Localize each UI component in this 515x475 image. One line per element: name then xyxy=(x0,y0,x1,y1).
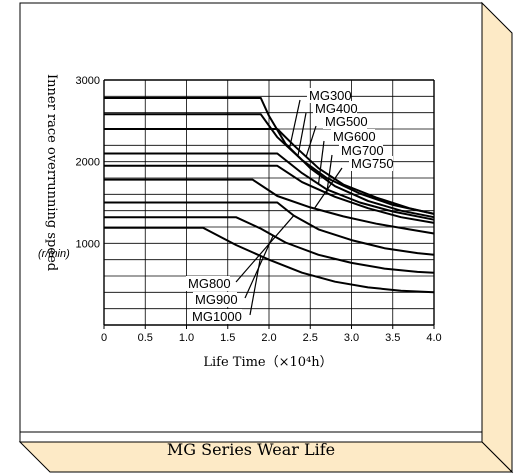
leader-line-mg500 xyxy=(305,125,317,157)
chart-leader-lines xyxy=(235,99,343,316)
series-line-mg750 xyxy=(104,178,435,235)
x-tick-label: 1.0 xyxy=(179,332,194,344)
x-tick-label: 1.5 xyxy=(220,332,235,344)
x-tick-label: 3.0 xyxy=(344,332,359,344)
label-backdrop-mg900 xyxy=(193,292,237,307)
x-tick-label: 0.5 xyxy=(138,332,153,344)
leader-line-mg800 xyxy=(235,215,295,283)
series-label-mg300: MG300 xyxy=(309,88,352,103)
label-backdrop-mg500 xyxy=(323,114,367,129)
leader-line-mg400 xyxy=(297,112,307,157)
leader-line-mg1000 xyxy=(249,255,262,316)
series-label-mg500: MG500 xyxy=(325,114,368,129)
series-label-mg900: MG900 xyxy=(195,292,238,307)
x-tick-label: 4.0 xyxy=(426,332,441,344)
y-tick-label: 1000 xyxy=(76,238,100,250)
series-line-mg800 xyxy=(104,201,435,256)
leader-line-mg700 xyxy=(326,154,333,194)
label-backdrop-mg800 xyxy=(186,276,230,291)
series-line-mg400 xyxy=(104,113,435,215)
label-backdrop-mg750 xyxy=(349,156,393,171)
chart-series xyxy=(104,97,435,294)
x-tick-label: 3.5 xyxy=(385,332,400,344)
series-line-mg300 xyxy=(104,97,435,219)
series-label-mg1000: MG1000 xyxy=(192,309,242,324)
series-label-mg400: MG400 xyxy=(315,101,358,116)
x-tick-label: 2.0 xyxy=(261,332,276,344)
x-tick-labels: 0 0.5 1.0 1.5 2.0 2.5 3.0 3.5 4.0 xyxy=(101,332,442,344)
label-backdrop-mg300 xyxy=(307,88,351,103)
label-backdrop-mg700 xyxy=(339,143,383,158)
series-line-mg1000 xyxy=(104,226,435,294)
series-label-mg700: MG700 xyxy=(341,143,384,158)
x-tick-label: 0 xyxy=(101,332,107,344)
series-label-mg750: MG750 xyxy=(351,156,394,171)
series-label-mg600: MG600 xyxy=(333,129,376,144)
series-line-mg700 xyxy=(104,164,435,224)
panel-front-face xyxy=(19,2,483,443)
y-axis-label: Inner race overrunning speed xyxy=(44,74,59,271)
label-backdrop-mg1000 xyxy=(190,309,242,324)
series-line-mg900 xyxy=(104,216,435,274)
y-tick-label: 2000 xyxy=(76,157,100,169)
leader-line-mg600 xyxy=(317,140,325,185)
series-line-mg500 xyxy=(104,128,435,215)
y-tick-label: 3000 xyxy=(76,75,100,87)
label-backdrop-mg400 xyxy=(313,101,357,116)
y-axis-unit: (r/min) xyxy=(38,248,70,260)
y-tick-labels: 1000 2000 3000 xyxy=(76,75,100,250)
series-label-mg800: MG800 xyxy=(188,276,231,291)
figure-caption: MG Series Wear Life xyxy=(166,440,336,459)
label-backdrop-mg600 xyxy=(331,129,375,144)
leader-line-mg750 xyxy=(313,167,343,209)
leader-line-mg300 xyxy=(289,99,301,148)
x-axis-label: Life Time（×10⁴h） xyxy=(203,355,332,370)
x-tick-label: 2.5 xyxy=(303,332,318,344)
